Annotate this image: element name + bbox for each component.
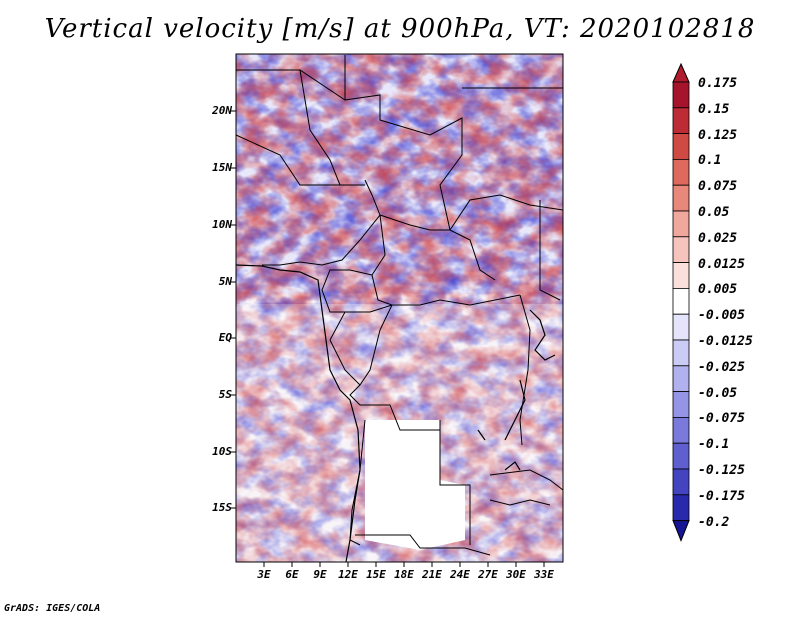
colorbar-label: -0.025 xyxy=(698,359,745,375)
x-tick-label: 6E xyxy=(285,568,299,581)
y-tick-label: 15N xyxy=(212,161,232,174)
y-tick-label: 15S xyxy=(212,501,232,514)
colorbar-swatch xyxy=(672,184,690,212)
x-tick-label: 33E xyxy=(534,568,554,581)
colorbar-swatch xyxy=(672,391,690,418)
colorbar-label: -0.075 xyxy=(698,411,745,427)
y-tick-label: 20N xyxy=(212,104,232,117)
colorbar-swatch xyxy=(672,442,690,470)
colorbar-label: 0.1 xyxy=(698,153,722,169)
colorbar-swatch xyxy=(672,133,690,160)
colorbar-label: 0.0125 xyxy=(698,256,745,272)
chart-title: Vertical velocity [m/s] at 900hPa, VT: 2… xyxy=(44,14,756,44)
x-tick-label: 24E xyxy=(450,568,470,581)
colorbar-swatch xyxy=(672,365,690,392)
country-borders xyxy=(235,55,564,556)
map-frame xyxy=(235,53,564,563)
colorbar-label: -0.125 xyxy=(698,463,745,478)
colorbar-swatch xyxy=(672,494,690,521)
x-tick-label: 9E xyxy=(313,568,327,581)
y-tick-label: 10S xyxy=(212,445,232,458)
colorbar-label: 0.005 xyxy=(698,282,738,298)
x-tick-label: 3E xyxy=(257,568,271,581)
colorbar-label: -0.0125 xyxy=(698,334,753,349)
colorbar-label: 0.075 xyxy=(698,179,738,195)
x-tick-label: 12E xyxy=(338,568,358,581)
colorbar-arrow-bottom xyxy=(672,520,690,542)
x-tick-label: 30E xyxy=(506,568,526,581)
colorbar-arrow-top xyxy=(672,62,690,83)
velocity-field xyxy=(236,54,563,562)
colorbar xyxy=(672,62,690,542)
coastlines xyxy=(235,264,556,563)
colorbar-swatch xyxy=(672,313,690,341)
colorbar-label: -0.005 xyxy=(698,308,745,324)
colorbar-label: 0.175 xyxy=(698,76,738,91)
colorbar-label: 0.125 xyxy=(698,127,738,143)
colorbar-swatch xyxy=(672,416,690,444)
colorbar-label: 0.025 xyxy=(698,230,738,246)
credit-text: GrADS: IGES/COLA xyxy=(4,603,101,614)
y-tick-label: 5S xyxy=(218,388,232,401)
colorbar-swatch xyxy=(672,107,690,135)
colorbar-swatch xyxy=(672,339,690,367)
y-tick-label: 5N xyxy=(218,275,232,288)
x-tick-label: 15E xyxy=(366,568,386,581)
colorbar-swatch xyxy=(672,236,690,264)
colorbar-swatch xyxy=(672,81,690,109)
colorbar-label: 0.05 xyxy=(698,205,730,220)
x-tick-label: 27E xyxy=(478,568,498,581)
colorbar-swatch xyxy=(672,210,690,238)
x-tick-label: 21E xyxy=(422,568,442,581)
colorbar-label: -0.05 xyxy=(698,385,738,401)
y-tick-label: 10N xyxy=(212,218,232,231)
colorbar-swatch xyxy=(672,468,690,496)
colorbar-label: -0.2 xyxy=(698,514,730,530)
colorbar-label: 0.15 xyxy=(698,101,730,117)
colorbar-swatch xyxy=(672,158,690,186)
colorbar-label: -0.1 xyxy=(698,437,730,453)
x-tick-label: 18E xyxy=(394,568,414,581)
colorbar-label: -0.175 xyxy=(698,488,745,504)
colorbar-swatch xyxy=(672,262,690,289)
y-tick-label: EQ xyxy=(218,331,232,344)
colorbar-swatch xyxy=(672,287,690,315)
